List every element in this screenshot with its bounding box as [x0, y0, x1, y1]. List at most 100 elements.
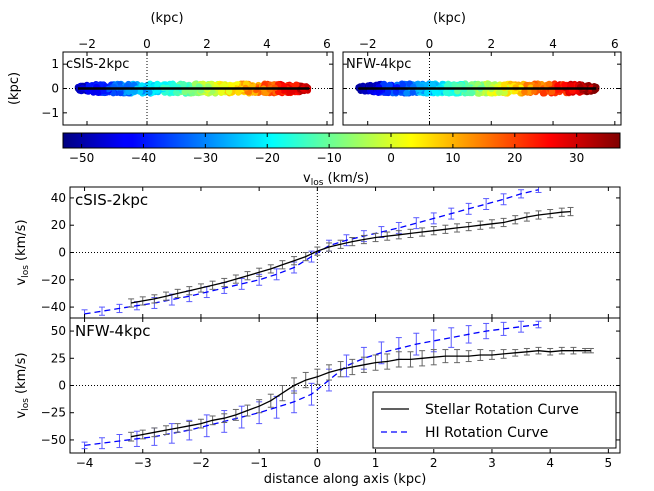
y-axis-label-main: v [14, 278, 29, 286]
plot-frame [69, 186, 621, 319]
reference-lines [70, 187, 620, 318]
x-tick-label: −2 [359, 37, 377, 51]
series-hi-line [84, 323, 539, 447]
colorbar-tick-label: −20 [255, 151, 280, 165]
scatter-point [468, 89, 476, 97]
y-axis-label-unit: (km/s) [14, 219, 29, 265]
scatter-point [431, 88, 439, 95]
scatter-point [125, 88, 132, 96]
y-tick-label: 1 [51, 57, 59, 71]
scatter-point [235, 89, 242, 96]
x-axis-label: distance along axis (kpc) [264, 472, 427, 487]
panel-title: NFW-4kpc [75, 322, 150, 340]
x-tick-label: 4 [549, 37, 557, 51]
scatter-point [496, 89, 503, 96]
panel-title: cSIS-2kpc [75, 191, 148, 209]
colorbar-label-main: v [303, 171, 311, 186]
y-tick-label: 20 [51, 218, 66, 232]
x-tick-label: 2 [487, 37, 495, 51]
y-tick-label: −40 [41, 300, 66, 314]
panel-bottom: −50 −25 0 25 50 −4 −3 −2 −1 0 1 2 3 4 5 NFW-4kpc vlos … [14, 317, 621, 487]
axes: −40 −20 0 20 40 [41, 187, 620, 318]
colorbar-tick-label: 10 [445, 151, 460, 165]
scatter-point [548, 88, 556, 95]
legend-label-hi: HI Rotation Curve [425, 425, 548, 441]
panel-title: NFW-4kpc [346, 57, 411, 72]
colorbar: −50 −40 −30 −20 −10 0 10 20 30 vlos (km/s) [62, 132, 621, 188]
scatter-point [409, 89, 416, 96]
scatter-point [173, 89, 180, 96]
colorbar-tick-label: 0 [387, 151, 395, 165]
panel-top-right: −2 0 2 4 6 NFW-4kpc (kpc) [342, 11, 622, 126]
panel-top-left: −2 0 2 4 6 −1 0 1 cSIS-2kpc (kpc) (kpc) [7, 11, 334, 126]
y-axis-label-sub: los [21, 398, 31, 411]
colorbar-tick-label: −50 [69, 151, 94, 165]
x-tick-label: 0 [426, 37, 434, 51]
scatter-point [567, 82, 575, 89]
y-tick-label: 25 [51, 351, 66, 365]
colorbar-tick-label: −10 [316, 151, 341, 165]
series-stellar-line [130, 350, 591, 438]
x-tick-label: 6 [611, 37, 619, 51]
x-tick-label: 2 [430, 456, 438, 470]
colorbar-tick-label: 30 [569, 151, 584, 165]
y-axis-label-main: v [14, 411, 29, 419]
colorbar-tick-label: −40 [131, 151, 156, 165]
x-tick-label: 2 [203, 37, 211, 51]
scatter-point [366, 82, 374, 89]
y-tick-label: 0 [51, 82, 59, 96]
series-group [81, 186, 574, 319]
scatter-point [403, 89, 410, 97]
colorbar-label: vlos (km/s) [303, 171, 369, 188]
y-tick-label: 40 [51, 191, 66, 205]
y-tick-label: 0 [58, 379, 66, 393]
colorbar-gradient [62, 132, 621, 149]
y-axis-label: (kpc) [7, 72, 22, 105]
y-axis-label: vlos (km/s) [14, 352, 31, 418]
x-tick-label: −3 [134, 456, 152, 470]
x-tick-label: −4 [76, 456, 94, 470]
y-tick-label: −25 [41, 406, 66, 420]
scatter-points [343, 52, 621, 125]
axes: −2 0 2 4 6 −1 0 1 [41, 37, 333, 125]
y-tick-label: 0 [58, 246, 66, 260]
scatter-point [521, 88, 528, 96]
scatter-point [146, 89, 153, 96]
scatter-point [217, 88, 225, 96]
colorbar-tick-label: −30 [193, 151, 218, 165]
series-group [81, 320, 594, 450]
y-axis-label-unit: (km/s) [14, 352, 29, 398]
series-stellar-line [130, 210, 571, 304]
legend-box [372, 391, 617, 449]
axes: −2 0 2 4 6 [343, 37, 621, 125]
x-tick-label: 3 [488, 456, 496, 470]
x-tick-label: −1 [250, 456, 268, 470]
y-tick-label: −1 [41, 106, 59, 120]
colorbar-axis: −50 −40 −30 −20 −10 0 10 20 30 [69, 133, 584, 165]
scatter-point [545, 80, 553, 88]
scatter-point [561, 81, 568, 89]
colorbar-label-sub: los [311, 178, 324, 188]
series-hi-line [84, 189, 539, 315]
y-axis-label: vlos (km/s) [14, 219, 31, 285]
x-tick-label: 0 [314, 456, 322, 470]
y-tick-label: 50 [51, 324, 66, 338]
x-axis-label: (kpc) [433, 11, 466, 26]
x-tick-label: 6 [323, 37, 331, 51]
legend-label-stellar: Stellar Rotation Curve [425, 402, 579, 418]
panel-middle: −40 −20 0 20 40 cSIS-2kpc vlos (km/s) [14, 186, 621, 319]
y-tick-label: −20 [41, 273, 66, 287]
scatter-point [540, 89, 548, 97]
scatter-point [501, 89, 508, 96]
legend: Stellar Rotation Curve HI Rotation Curve [372, 391, 617, 449]
scatter-point [180, 81, 187, 88]
scatter-point [399, 81, 407, 88]
x-axis-label: (kpc) [150, 11, 183, 26]
x-tick-label: 0 [143, 37, 151, 51]
y-tick-label: −50 [41, 433, 66, 447]
scatter-point [292, 81, 300, 89]
colorbar-label-unit: (km/s) [323, 171, 369, 186]
scatter-point [424, 89, 431, 96]
axes: −50 −25 0 25 50 −4 −3 −2 −1 0 1 2 3 4 5 [41, 318, 620, 470]
